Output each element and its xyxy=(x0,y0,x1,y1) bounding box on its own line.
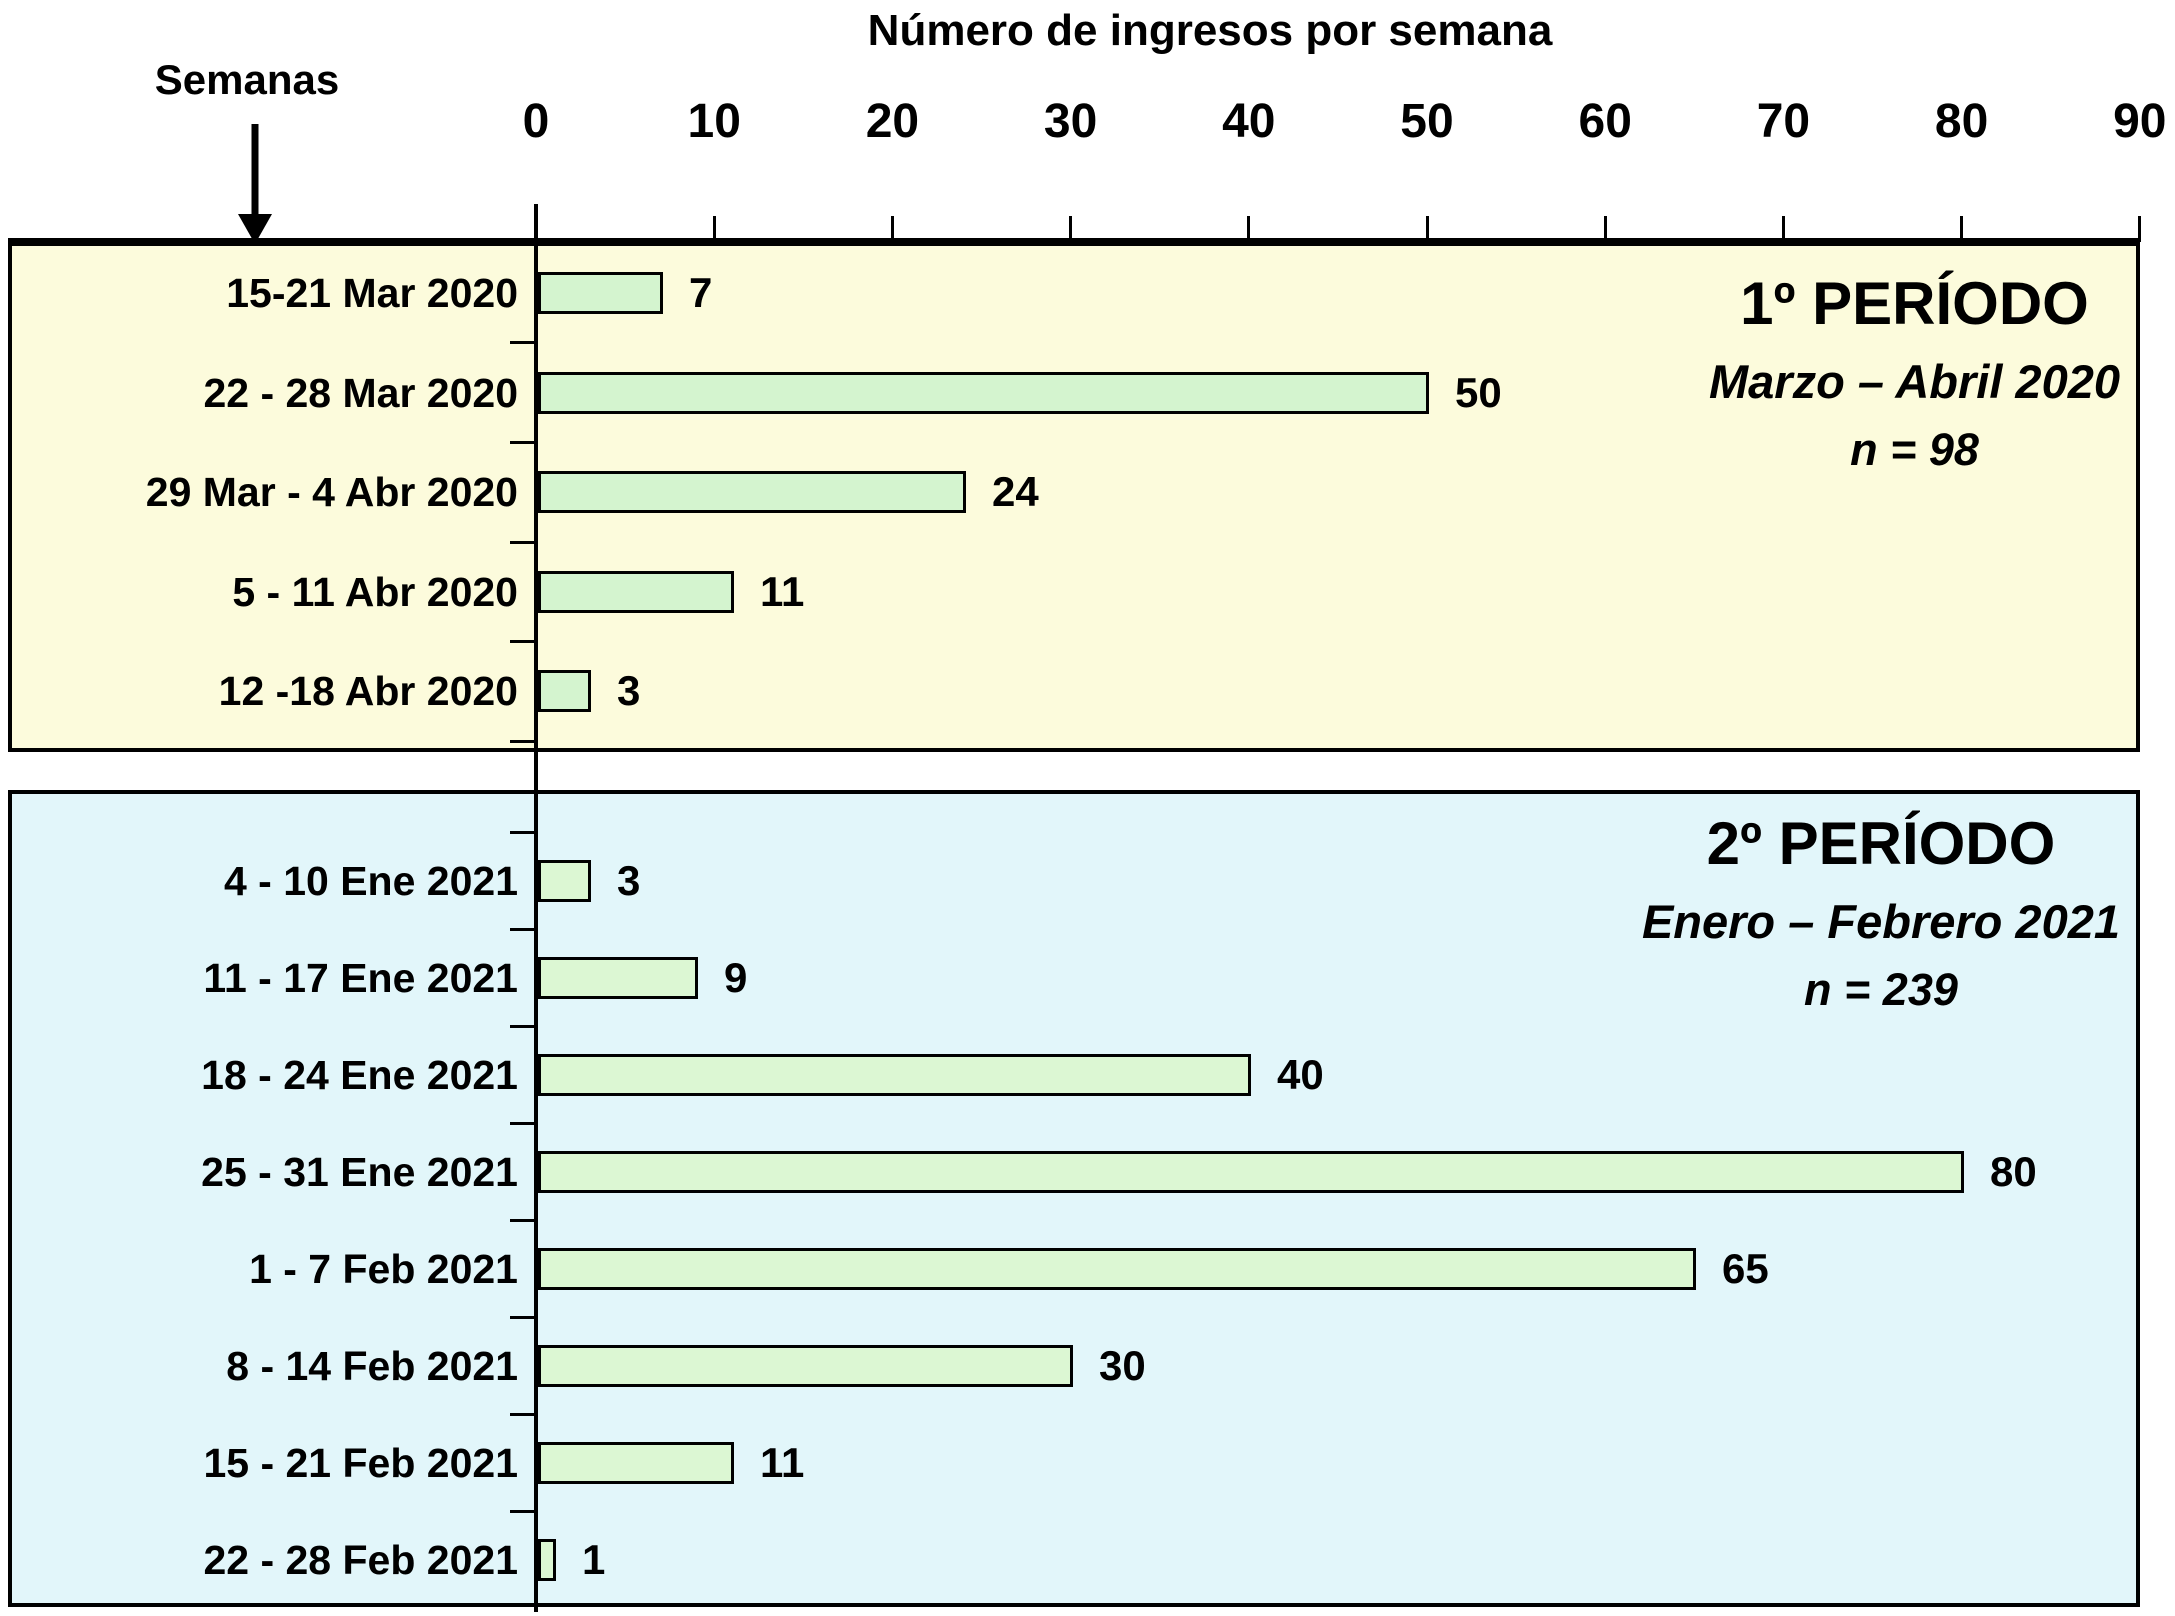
x-tick-label: 80 xyxy=(1934,95,1989,148)
y-tick xyxy=(510,1413,536,1416)
category-label: 12 -18 Abr 2020 xyxy=(218,668,518,715)
y-tick xyxy=(510,540,536,544)
weeks-axis-label: Semanas xyxy=(154,56,340,103)
category-label: 15-21 Mar 2020 xyxy=(226,270,518,316)
category-label: 8 - 14 Feb 2021 xyxy=(226,1343,518,1389)
x-tick-label: 30 xyxy=(1043,95,1098,148)
bar xyxy=(538,1054,1251,1096)
x-tick-label: 0 xyxy=(522,95,550,148)
period-1-subtitle: Marzo – Abril 2020 xyxy=(1709,355,2120,408)
category-label: 29 Mar - 4 Abr 2020 xyxy=(145,469,518,516)
x-tick xyxy=(1781,216,1785,242)
x-tick xyxy=(1247,216,1251,242)
period-1-panel: 1º PERÍODO Marzo – Abril 2020 n = 98 xyxy=(8,242,2140,752)
period-1-title: 1º PERÍODO xyxy=(1740,270,2089,337)
period-2-title: 2º PERÍODO xyxy=(1706,810,2056,877)
period-1-sample-size: n = 98 xyxy=(1850,424,1979,476)
down-arrow-icon xyxy=(238,124,272,244)
x-tick-label: 50 xyxy=(1400,95,1454,148)
bar-value-label: 65 xyxy=(1722,1245,1769,1292)
y-tick xyxy=(510,739,536,743)
x-tick xyxy=(1069,216,1073,242)
period-2-subtitle: Enero – Febrero 2021 xyxy=(1641,895,2120,948)
x-tick-label: 60 xyxy=(1578,95,1632,148)
bar-value-label: 30 xyxy=(1099,1342,1146,1389)
bar-value-label: 24 xyxy=(992,468,1039,516)
y-tick xyxy=(510,640,536,644)
bar xyxy=(538,1345,1073,1387)
bar xyxy=(538,471,966,514)
bar xyxy=(538,1248,1696,1290)
bar-value-label: 80 xyxy=(1990,1148,2037,1195)
y-tick xyxy=(510,1122,536,1125)
period-2-panel: 2º PERÍODO Enero – Febrero 2021 n = 239 xyxy=(8,790,2140,1607)
category-label: 22 - 28 Mar 2020 xyxy=(203,369,518,416)
period-1-heading: 1º PERÍODO Marzo – Abril 2020 n = 98 xyxy=(1709,272,2120,474)
y-tick xyxy=(510,440,536,444)
bar xyxy=(538,1539,556,1581)
bar xyxy=(538,1151,1964,1193)
bar-value-label: 3 xyxy=(617,667,641,715)
bar-value-label: 50 xyxy=(1455,368,1502,416)
chart-title: Número de ingresos por semana xyxy=(867,6,1553,55)
period-2-sample-size: n = 239 xyxy=(1804,964,1958,1016)
y-tick xyxy=(510,928,536,931)
x-tick-label: 90 xyxy=(2113,95,2167,148)
category-label: 25 - 31 Ene 2021 xyxy=(201,1149,518,1195)
bar xyxy=(538,272,663,314)
x-tick xyxy=(1603,216,1607,242)
x-tick xyxy=(1960,216,1964,242)
y-tick xyxy=(510,831,536,834)
y-tick xyxy=(510,341,536,345)
bar xyxy=(538,670,591,713)
x-tick-label: 20 xyxy=(865,95,920,148)
category-label: 15 - 21 Feb 2021 xyxy=(203,1440,518,1486)
x-tick-label: 40 xyxy=(1222,95,1276,148)
category-label: 5 - 11 Abr 2020 xyxy=(232,568,518,615)
x-axis-line xyxy=(8,238,2140,242)
x-tick xyxy=(712,216,716,242)
bar-value-label: 9 xyxy=(724,954,748,1001)
bar-value-label: 11 xyxy=(760,1439,805,1486)
bar xyxy=(538,957,698,999)
bar-value-label: 7 xyxy=(689,269,713,316)
bar-value-label: 1 xyxy=(582,1536,606,1583)
category-label: 22 - 28 Feb 2021 xyxy=(203,1537,518,1583)
category-label: 11 - 17 Ene 2021 xyxy=(203,955,518,1001)
category-label: 4 - 10 Ene 2021 xyxy=(223,858,518,904)
bar xyxy=(538,371,1429,414)
y-tick xyxy=(510,1510,536,1513)
bar xyxy=(538,1442,734,1484)
x-tick xyxy=(890,216,894,242)
category-label: 1 - 7 Feb 2021 xyxy=(249,1246,518,1292)
bar-value-label: 3 xyxy=(617,857,641,904)
bar xyxy=(538,570,734,613)
y-tick xyxy=(510,1316,536,1319)
y-tick xyxy=(510,1219,536,1222)
period-2-heading: 2º PERÍODO Enero – Febrero 2021 n = 239 xyxy=(1642,812,2120,1014)
x-tick-label: 10 xyxy=(687,95,741,148)
x-tick xyxy=(2138,216,2142,242)
y-axis-line xyxy=(534,204,538,1612)
y-tick xyxy=(510,1025,536,1028)
x-tick xyxy=(1425,216,1429,242)
bar xyxy=(538,860,591,902)
bar-value-label: 40 xyxy=(1277,1051,1324,1098)
category-label: 18 - 24 Ene 2021 xyxy=(201,1052,518,1098)
x-tick-label: 70 xyxy=(1756,95,1811,148)
bar-value-label: 11 xyxy=(760,567,805,615)
